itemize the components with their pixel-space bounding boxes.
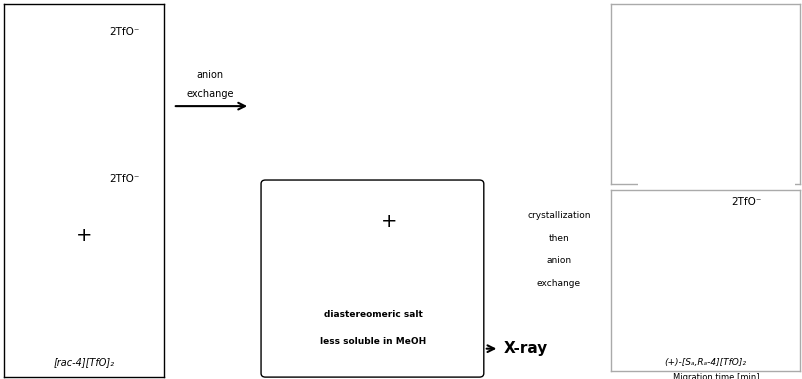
Text: 2TfO⁻: 2TfO⁻ [731,197,762,207]
Text: anion: anion [546,256,571,265]
Text: +: + [76,226,92,245]
Text: anion: anion [196,70,224,80]
X-axis label: Migration time [min]: Migration time [min] [674,373,759,379]
Text: less soluble in MeOH: less soluble in MeOH [321,337,427,346]
Text: 2TfO⁻: 2TfO⁻ [109,174,140,184]
Text: (+)-4: (+)-4 [642,334,668,343]
Text: crystallization: crystallization [527,211,590,220]
Text: exchange: exchange [537,279,581,288]
Text: then: then [549,233,569,243]
Text: exchange: exchange [187,89,234,99]
Text: +: + [381,212,397,231]
Text: X-ray: X-ray [504,341,548,356]
Text: diastereomeric salt: diastereomeric salt [324,310,423,319]
Text: [rac-4][TfO]₂: [rac-4][TfO]₂ [54,357,115,367]
Text: rac-5: rac-5 [743,244,761,250]
Text: rac-4: rac-4 [705,285,723,291]
Text: (+)-[Sₐ,Rₐ-4][TfO]₂: (+)-[Sₐ,Rₐ-4][TfO]₂ [664,358,747,367]
Text: rac-4: rac-4 [642,284,668,293]
FancyBboxPatch shape [261,180,484,377]
Text: 2TfO⁻: 2TfO⁻ [109,27,140,37]
